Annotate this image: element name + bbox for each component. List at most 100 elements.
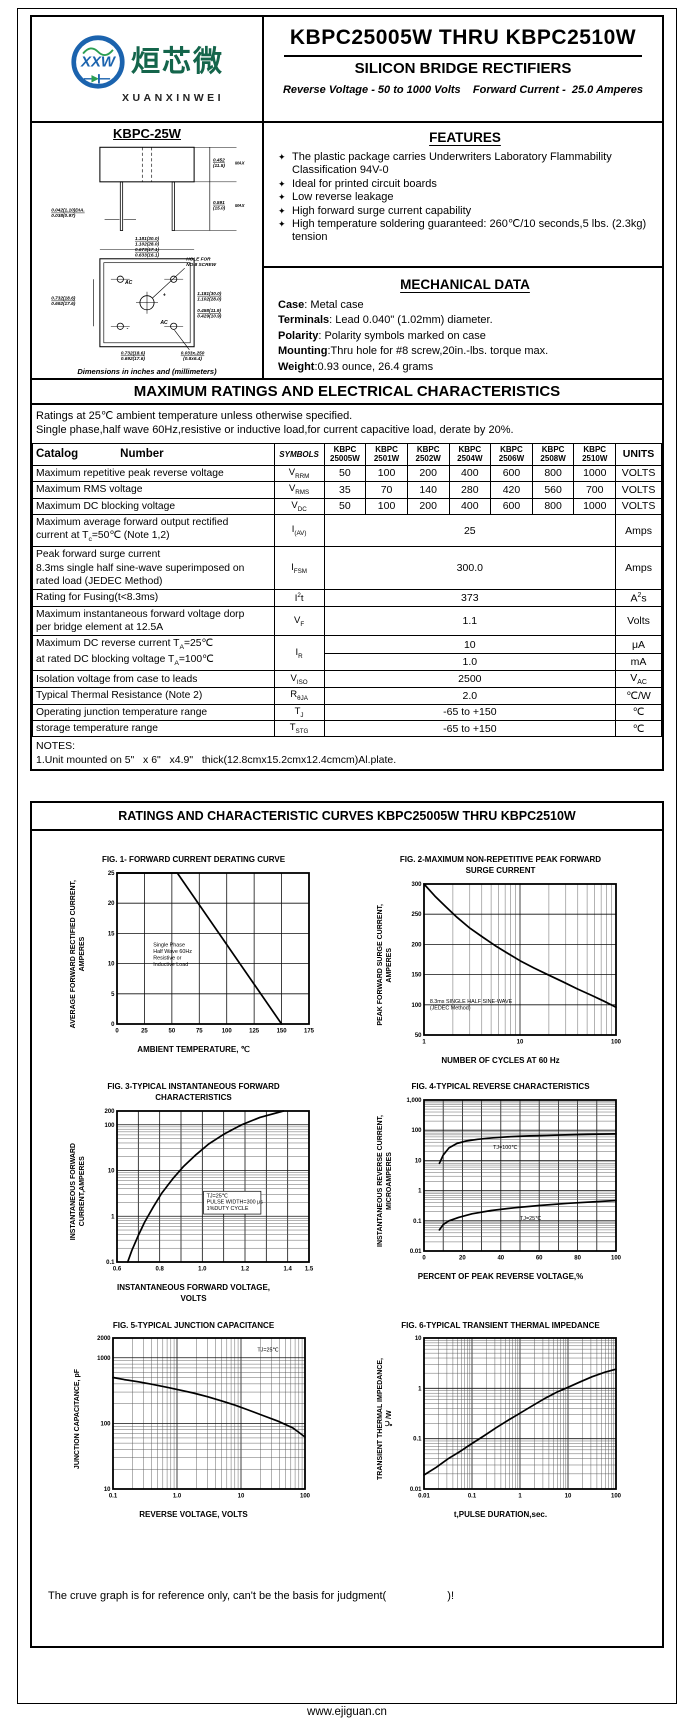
title-divider — [283, 55, 643, 57]
characteristic-curves-page: RATINGS AND CHARACTERISTIC CURVES KBPC25… — [30, 801, 664, 1648]
fig2-plot: 1 10 100 50 100 150 200 250 300 8.3ms SINGLE HALF… — [412, 882, 622, 1046]
dimension-text: 0.732(18.6) — [51, 296, 75, 301]
value-cell: 2500 — [323, 670, 617, 689]
y-tick-label: 0.01 — [410, 1487, 422, 1493]
feature-text: Ideal for printed circuit boards — [292, 177, 437, 190]
bullet-icon — [278, 191, 292, 204]
figures-grid: FIG. 1- FORWARD CURRENT DERATING CURVE AV… — [32, 831, 662, 1521]
parameter-cell: Isolation voltage from case to leads — [32, 670, 275, 689]
part-column-header: KBPC 2510W — [573, 442, 617, 466]
value-cell: 600 — [490, 464, 533, 483]
y-tick-label: 150 — [412, 972, 423, 978]
dimension-text: 0.452 — [213, 157, 225, 162]
part-number-title: KBPC25005W THRU KBPC2510W — [289, 26, 637, 49]
fig2-ylabel: PEAK FORWARD SURGE CURRENT, AMPERES — [376, 903, 393, 1026]
x-tick-label: 0.01 — [418, 1494, 430, 1500]
x-tick-label: 100 — [222, 1028, 233, 1034]
y-tick-label: 0.1 — [106, 1260, 115, 1266]
dimension-text: 0.042(1.10)DIA. — [51, 208, 84, 213]
annotation-text: Inductive Load — [153, 962, 188, 968]
logo-mark-icon: XXW — [71, 35, 125, 89]
fig1-xlabel: AMBIENT TEMPERATURE, ℃ — [137, 1044, 250, 1054]
feature-item: High forward surge current capability — [278, 205, 652, 218]
fig5: FIG. 5-TYPICAL JUNCTION CAPACITANCE JUNCT… — [42, 1321, 345, 1522]
value-cell: 1.0 — [323, 652, 617, 672]
dimension-text: 0.692(17.6) — [51, 301, 75, 306]
dimension-text: 0.591 — [213, 200, 225, 205]
annotation-text: Half Wave 60Hz — [153, 949, 192, 955]
curve-tj-25- — [438, 1199, 618, 1231]
fig6-xlabel: t,PULSE DURATION,sec. — [453, 1510, 548, 1520]
annotation-text: TJ=25℃ — [520, 1216, 541, 1222]
table-row: Peak forward surge current 8.3ms single h… — [32, 546, 662, 591]
y-tick-label: 1 — [418, 1387, 422, 1393]
unit-cell: μA — [615, 635, 662, 654]
device-type-subtitle: SILICON BRIDGE RECTIFIERS — [354, 60, 572, 77]
dimension-text: 0.038(0.97) — [51, 213, 75, 218]
symbols-header: SYMBOLS — [273, 442, 325, 466]
y-tick-label: 25 — [108, 871, 115, 877]
fig3: FIG. 3-TYPICAL INSTANTANEOUS FORWARD CHA… — [42, 1082, 345, 1304]
parameter-cell: Maximum average forward output rectified… — [32, 513, 275, 548]
annotation-text: (JEDEC Method) — [430, 1005, 471, 1011]
value-cell: 1000 — [573, 497, 617, 515]
y-tick-label: 2000 — [97, 1336, 111, 1342]
y-tick-label: 100 — [105, 1123, 116, 1129]
x-tick-label: 50 — [169, 1028, 176, 1034]
fig5-xlabel: REVERSE VOLTAGE, VOLTS — [139, 1510, 248, 1520]
x-tick-label: 100 — [611, 1256, 622, 1262]
curve-junction-capacitance — [112, 1377, 306, 1439]
fig4-plot: 0 20 40 60 80 100 0.01 0.1 1 10 100 1,000 TJ=100℃ TJ=… — [407, 1098, 622, 1262]
dimension-text: HOLE FOR — [186, 256, 211, 261]
value-cell: 1.1 — [323, 605, 617, 637]
x-tick-label: 1.0 — [198, 1266, 207, 1272]
parameter-cell: storage temperature range — [32, 719, 275, 738]
x-tick-label: 0.6 — [113, 1266, 122, 1272]
x-tick-label: 125 — [249, 1028, 260, 1034]
catalog-number-header: Catalog Number — [32, 442, 275, 466]
symbol-cell: VRRM — [273, 464, 325, 483]
value-cell: -65 to +150 — [323, 703, 617, 722]
fig5-title: FIG. 5-TYPICAL JUNCTION CAPACITANCE — [112, 1320, 275, 1330]
curves-heading: RATINGS AND CHARACTERISTIC CURVES KBPC25… — [32, 803, 662, 831]
value-cell: 280 — [448, 481, 492, 499]
x-tick-label: 100 — [611, 1039, 622, 1045]
note-line: 2.Bolt dowm on heat-sink with silicone t… — [36, 768, 658, 769]
dimension-text: 0.673(17.1) — [135, 247, 159, 252]
feature-text: The plastic package carries Underwriters… — [292, 151, 612, 177]
feature-item: High temperature soldering guaranteed: 2… — [278, 218, 652, 245]
symbol-cell: VDC — [273, 497, 325, 515]
y-tick-label: 100 — [100, 1422, 111, 1428]
annotation-text: 8.3ms SINGLE HALF SINE-WAVE — [430, 999, 513, 1005]
fig3-ylabel: INSTANTANEOUS FORWARD CURRENT,AMPERES — [69, 1143, 86, 1241]
fig4-ylabel: INSTANTANEOUS REVERSE CURRENT, MICROAMPE… — [376, 1115, 393, 1248]
unit-cell: mA — [615, 652, 662, 672]
annotation-text: TJ=100℃ — [493, 1145, 517, 1151]
feature-item: Ideal for printed circuit boards — [278, 178, 652, 191]
note-line: NOTES: — [36, 740, 76, 753]
mechanical-data-section: MECHANICAL DATA Case: Metal case Terminal… — [264, 268, 662, 378]
annotation-text: Single Phase — [153, 942, 185, 948]
fig1: FIG. 1- FORWARD CURRENT DERATING CURVE AV… — [42, 855, 345, 1066]
table-row: storage temperature range TSTG -65 to +150… — [32, 719, 662, 738]
dimension-text: (0.8x6.4) — [183, 356, 202, 361]
x-tick-label: 40 — [498, 1256, 505, 1262]
value-cell: 700 — [573, 481, 617, 499]
dimension-text: 1.181(30.0) — [197, 291, 221, 296]
y-tick-label: 100 — [412, 1002, 423, 1008]
fig6-title: FIG. 6-TYPICAL TRANSIENT THERMAL IMPEDAN… — [401, 1320, 600, 1330]
x-tick-label: 10 — [238, 1494, 245, 1500]
feature-item: Low reverse leakage — [278, 191, 652, 204]
fig3-xlabel: INSTANTANEOUS FORWARD VOLTAGE, VOLTS — [116, 1282, 271, 1303]
unit-cell: ℃ — [615, 703, 662, 722]
x-tick-label: 1.2 — [241, 1266, 250, 1272]
y-tick-label: 250 — [412, 912, 423, 918]
fig6-plot: 0.01 0.1 1 10 100 0.01 0.1 1 10 — [410, 1336, 622, 1500]
y-tick-label: 5 — [111, 992, 115, 998]
value-cell: 50 — [323, 497, 367, 515]
table-row: 1.0 mA — [33, 652, 662, 672]
unit-cell: VOLTS — [615, 481, 662, 499]
value-cell: 70 — [365, 481, 408, 499]
feature-text: Low reverse leakage — [292, 191, 394, 204]
